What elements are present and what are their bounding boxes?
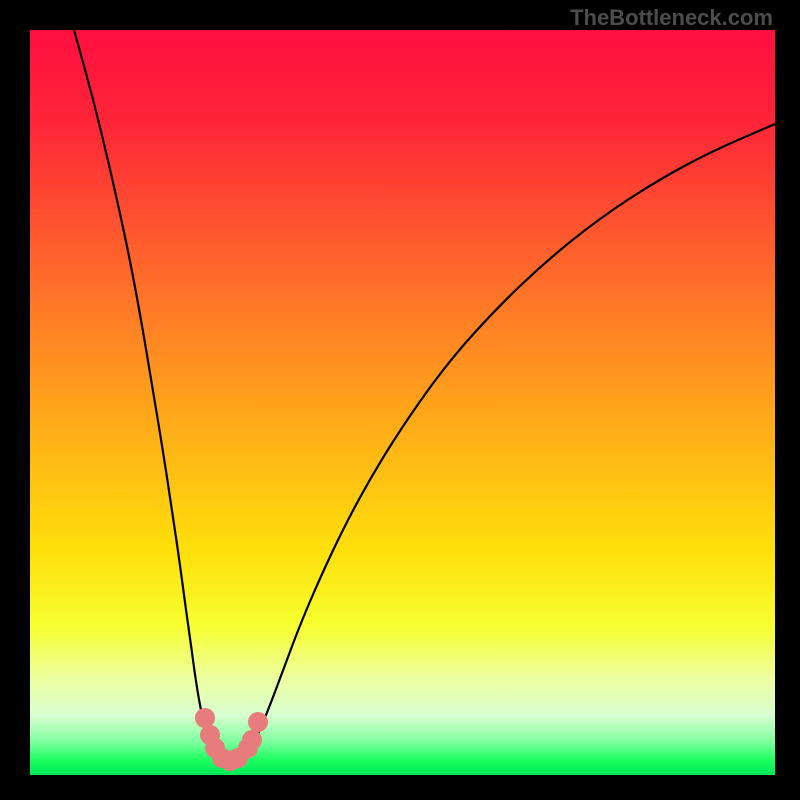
watermark-text: TheBottleneck.com	[570, 5, 773, 31]
bottleneck-curve	[74, 30, 775, 767]
chart-container: TheBottleneck.com	[0, 0, 800, 800]
curve-layer	[0, 0, 800, 800]
data-marker	[248, 712, 268, 732]
data-marker	[242, 730, 262, 750]
